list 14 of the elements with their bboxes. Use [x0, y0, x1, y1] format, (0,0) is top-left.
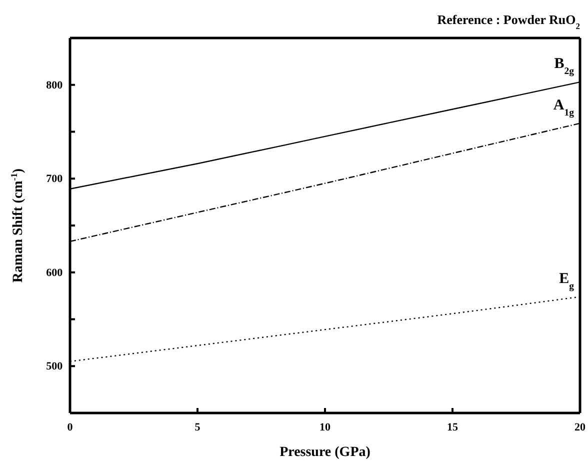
series-label: A$_{1g}$ — [553, 97, 574, 118]
x-tick-label: 0 — [67, 421, 74, 434]
x-axis-title: Pressure (GPa) — [280, 445, 371, 460]
y-tick-label: 700 — [46, 173, 64, 186]
series-label: E$_{g}$ — [559, 270, 574, 292]
x-tick-label: 10 — [320, 421, 331, 434]
series-label: B$_{2g}$ — [554, 56, 574, 77]
x-tick-label: 5 — [194, 421, 201, 434]
y-tick-label: 500 — [46, 360, 64, 373]
y-tick-label: 800 — [46, 79, 64, 92]
chart-title: Reference : Powder RuO$_{2}$ — [437, 12, 580, 31]
y-tick-label: 600 — [46, 266, 64, 279]
x-tick-label: 15 — [447, 421, 458, 434]
x-tick-label: 20 — [574, 421, 586, 434]
